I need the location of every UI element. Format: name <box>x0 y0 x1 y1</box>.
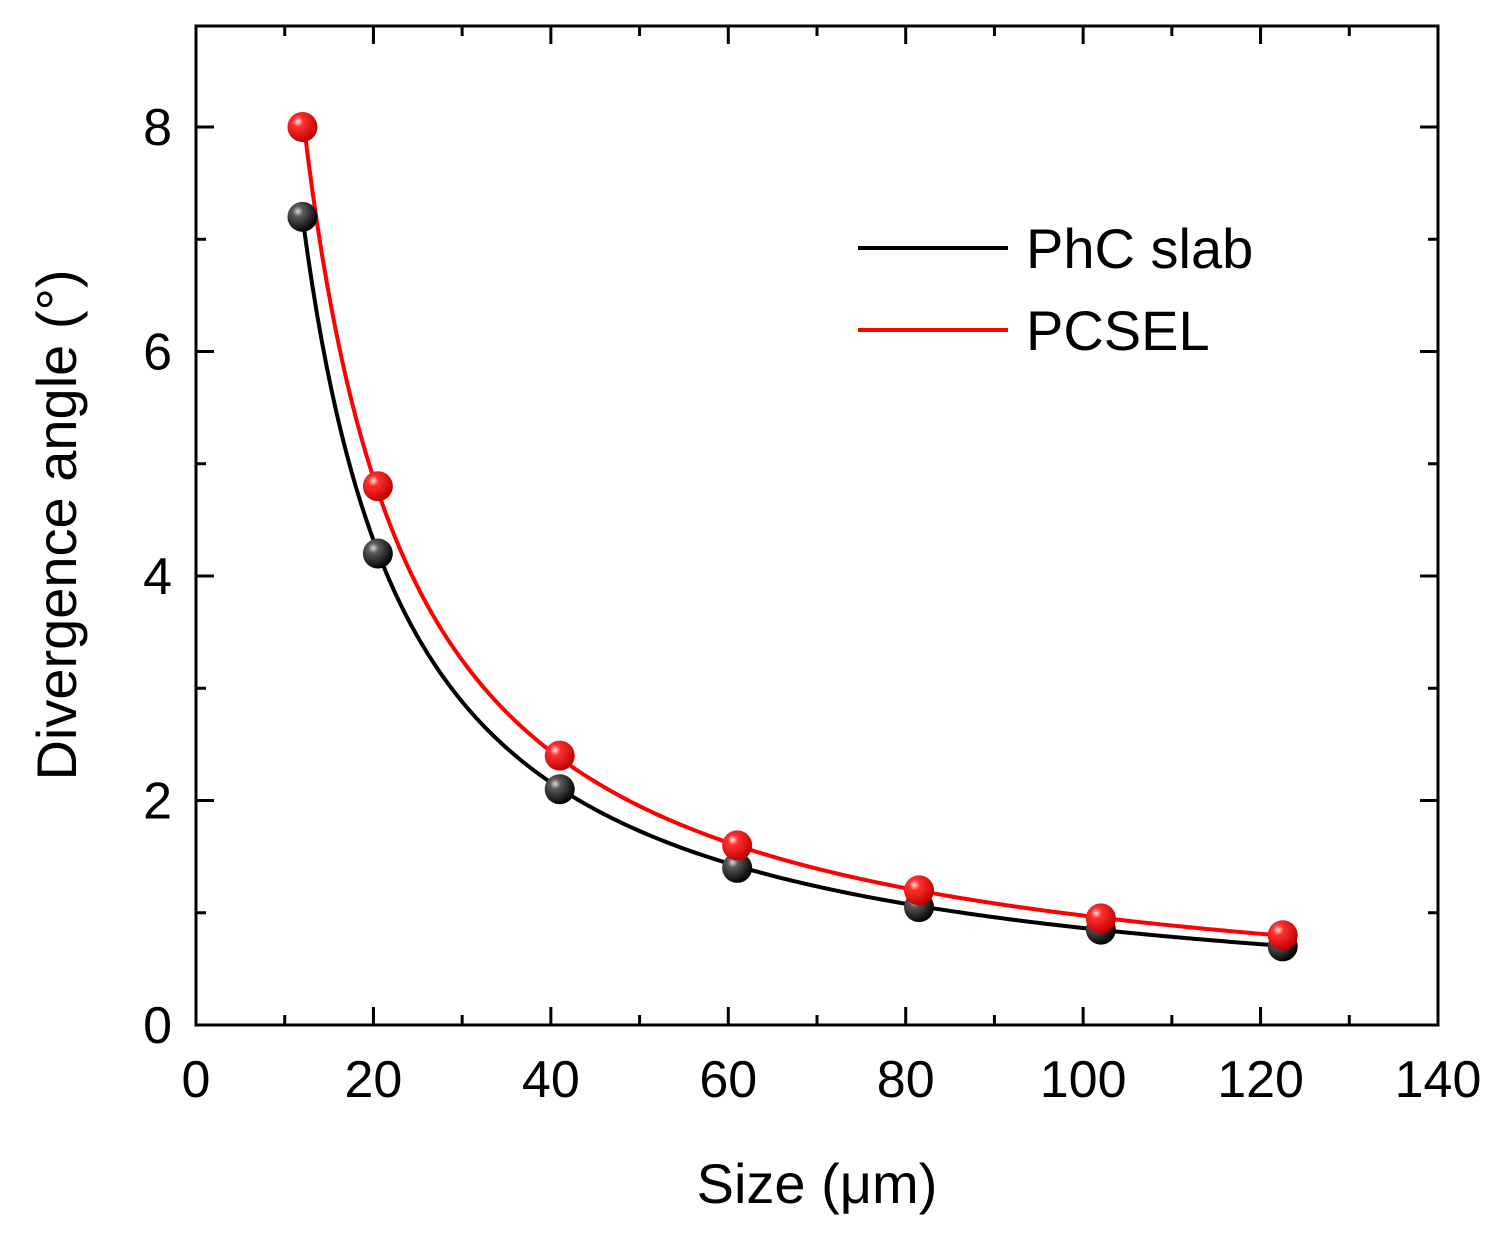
x-tick-label: 0 <box>182 1051 211 1109</box>
data-point-pcsel <box>362 471 393 502</box>
legend-label: PCSEL <box>1026 299 1210 362</box>
data-point-phc-slab <box>362 538 393 569</box>
x-tick-label: 140 <box>1395 1051 1482 1109</box>
data-point-pcsel <box>722 830 753 861</box>
series-line-pcsel <box>300 112 1283 938</box>
y-tick-label: 4 <box>143 548 172 606</box>
data-point-pcsel <box>287 112 318 143</box>
x-tick-label: 80 <box>877 1051 935 1109</box>
x-tick-label: 100 <box>1040 1051 1127 1109</box>
data-point-pcsel <box>1267 920 1298 951</box>
data-point-pcsel <box>544 740 575 771</box>
data-point-phc-slab <box>287 201 318 232</box>
y-tick-label: 2 <box>143 773 172 831</box>
data-point-phc-slab <box>722 852 753 883</box>
plot-frame <box>194 24 1440 1027</box>
series-line-phc-slab <box>300 216 1283 948</box>
data-point-pcsel <box>904 875 935 906</box>
x-tick-label: 40 <box>522 1051 580 1109</box>
data-point-pcsel <box>1085 903 1116 934</box>
x-tick-label: 120 <box>1217 1051 1304 1109</box>
x-tick-label: 60 <box>699 1051 757 1109</box>
y-axis-title: Divergence angle (°) <box>25 269 88 780</box>
x-axis-title: Size (μm) <box>697 1152 938 1215</box>
data-point-phc-slab <box>544 774 575 805</box>
x-tick-label: 20 <box>345 1051 403 1109</box>
y-tick-label: 6 <box>143 324 172 382</box>
y-tick-label: 8 <box>143 99 172 157</box>
y-tick-label: 0 <box>143 997 172 1055</box>
legend-label: PhC slab <box>1026 217 1253 280</box>
